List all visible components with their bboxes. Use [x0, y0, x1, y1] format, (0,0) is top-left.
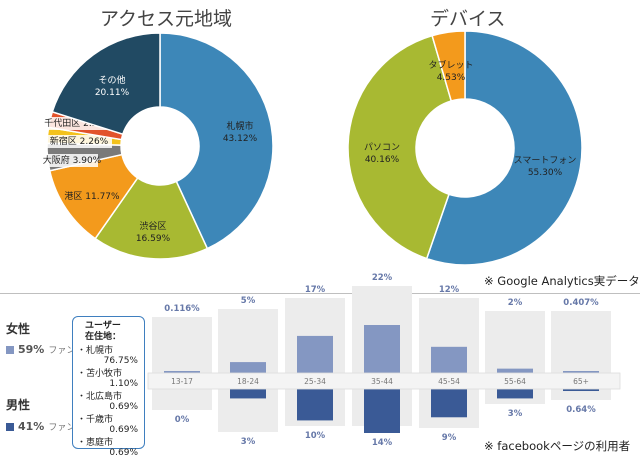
female-swatch: [6, 345, 14, 354]
bar-shadow: [352, 286, 412, 373]
age-tick-label: 13-17: [171, 377, 193, 386]
slice-value-label: 20.11%: [95, 88, 130, 98]
bar-shadow: [419, 389, 479, 428]
age-tick-label: 65+: [573, 377, 589, 386]
slice-label-bg: [46, 135, 112, 148]
bar-shadow: [285, 389, 345, 426]
donut-slice: [159, 32, 274, 250]
male-bar: [230, 389, 266, 399]
slice-label: タブレット: [428, 59, 473, 71]
age-tick-label: 35-44: [371, 377, 393, 386]
slice-label: 大阪府 3.90%: [43, 154, 102, 166]
bar-shadow: [419, 298, 479, 373]
slice-label: 新宿区 2.26%: [50, 135, 109, 147]
donut-slice: [347, 34, 453, 260]
slice-value-label: 4.53%: [437, 73, 466, 83]
slice-label: 札幌市: [226, 120, 253, 132]
male-bar: [497, 389, 533, 399]
slice-label: その他: [98, 74, 125, 86]
male-label: 男性: [6, 398, 31, 412]
slice-label: 港区 11.77%: [64, 190, 120, 202]
residence-pct: 76.75%: [103, 356, 138, 366]
female-bar: [297, 335, 333, 373]
device-chart-title: デバイス: [430, 8, 506, 30]
male-value-label: 9%: [442, 433, 457, 443]
bar-shadow: [485, 389, 545, 404]
fb-note: ※ facebookページの利用者: [484, 439, 631, 453]
female-value-label: 5%: [241, 296, 256, 306]
age-tick-label: 55-64: [504, 377, 526, 386]
male-value-label: 0.64%: [566, 405, 596, 415]
slice-value-label: 43.12%: [223, 134, 258, 144]
bar-shadow: [152, 389, 212, 410]
male-value-label: 14%: [372, 438, 393, 448]
region-chart-title: アクセス元地域: [100, 8, 233, 30]
donut-charts: 札幌市 43.12% 渋谷区 16.59% 港区 11.77% 大阪府 3.90% 新宿区 …: [42, 30, 583, 266]
residence-pct: 1.10%: [109, 379, 138, 389]
residence-city: ・北広島市: [77, 392, 123, 402]
residence-city: ・苫小牧市: [77, 369, 123, 379]
bar-shadow: [485, 311, 545, 373]
donut-slice: [94, 176, 209, 260]
ga-note: ※ Google Analytics実データ: [484, 274, 640, 288]
male-share: 41% ファン: [6, 420, 75, 433]
female-value-label: 0.407%: [563, 298, 599, 308]
male-value-label: 3%: [508, 409, 523, 419]
slice-label: パソコン: [364, 142, 400, 153]
bar-shadow: [218, 389, 278, 432]
male-swatch: [6, 422, 14, 431]
male-bar: [431, 389, 467, 418]
male-bar: [297, 389, 333, 421]
female-pct: 59%: [18, 343, 45, 356]
male-fan-label: ファン: [48, 423, 76, 433]
donut-slice: [51, 32, 161, 136]
slice-value-label: 16.59%: [136, 234, 171, 244]
residence-title-2: 在住地：: [85, 332, 122, 342]
age-tick-label: 45-54: [438, 377, 460, 386]
female-label: 女性: [6, 322, 31, 336]
bar-shadow: [285, 298, 345, 373]
female-bar: [563, 371, 599, 373]
slice-label: 千代田区 2.25%: [44, 118, 112, 129]
male-value-label: 10%: [305, 431, 326, 441]
bar-shadow: [551, 389, 611, 400]
donut-slice: [431, 30, 466, 102]
section-divider: [0, 293, 640, 294]
slice-value-label: 40.16%: [365, 155, 400, 165]
bar-shadow: [352, 389, 412, 426]
age-axis-band: [147, 372, 621, 390]
residence-title-1: ユーザー: [85, 321, 121, 331]
slice-label-bg: [46, 154, 98, 167]
residence-pct: 0.69%: [109, 402, 138, 412]
female-share: 59% ファン: [6, 343, 75, 356]
residence-pct: 0.69%: [109, 448, 138, 458]
age-tick-label: 18-24: [237, 377, 259, 386]
male-value-label: 3%: [241, 437, 256, 447]
male-bar: [364, 389, 400, 433]
residence-city: ・千歳市: [77, 415, 114, 425]
female-value-label: 2%: [508, 298, 523, 308]
age-tick-label: 25-34: [304, 377, 326, 386]
bar-shadow: [218, 309, 278, 373]
female-bar: [497, 368, 533, 373]
residence-box: ユーザー 在住地： ・札幌市 76.75% ・苫小牧市 1.10% ・北広島市 …: [72, 316, 145, 458]
residence-city: ・札幌市: [77, 346, 114, 356]
female-value-label: 0.116%: [164, 304, 200, 314]
male-pct: 41%: [18, 420, 45, 433]
slice-label: スマートフォン: [514, 156, 577, 166]
female-fan-label: ファン: [48, 346, 76, 356]
residence-city: ・恵庭市: [77, 438, 114, 448]
slice-label: 渋谷区: [139, 220, 166, 232]
female-bar: [164, 371, 200, 373]
male-value-label: 0%: [175, 415, 190, 425]
female-bar: [230, 362, 266, 373]
female-bar: [431, 346, 467, 373]
residence-pct: 0.69%: [109, 425, 138, 435]
slice-value-label: 55.30%: [528, 168, 563, 178]
female-bar: [364, 325, 400, 373]
male-bar: [563, 389, 599, 392]
bar-shadow: [152, 317, 212, 373]
bar-shadow: [551, 311, 611, 373]
